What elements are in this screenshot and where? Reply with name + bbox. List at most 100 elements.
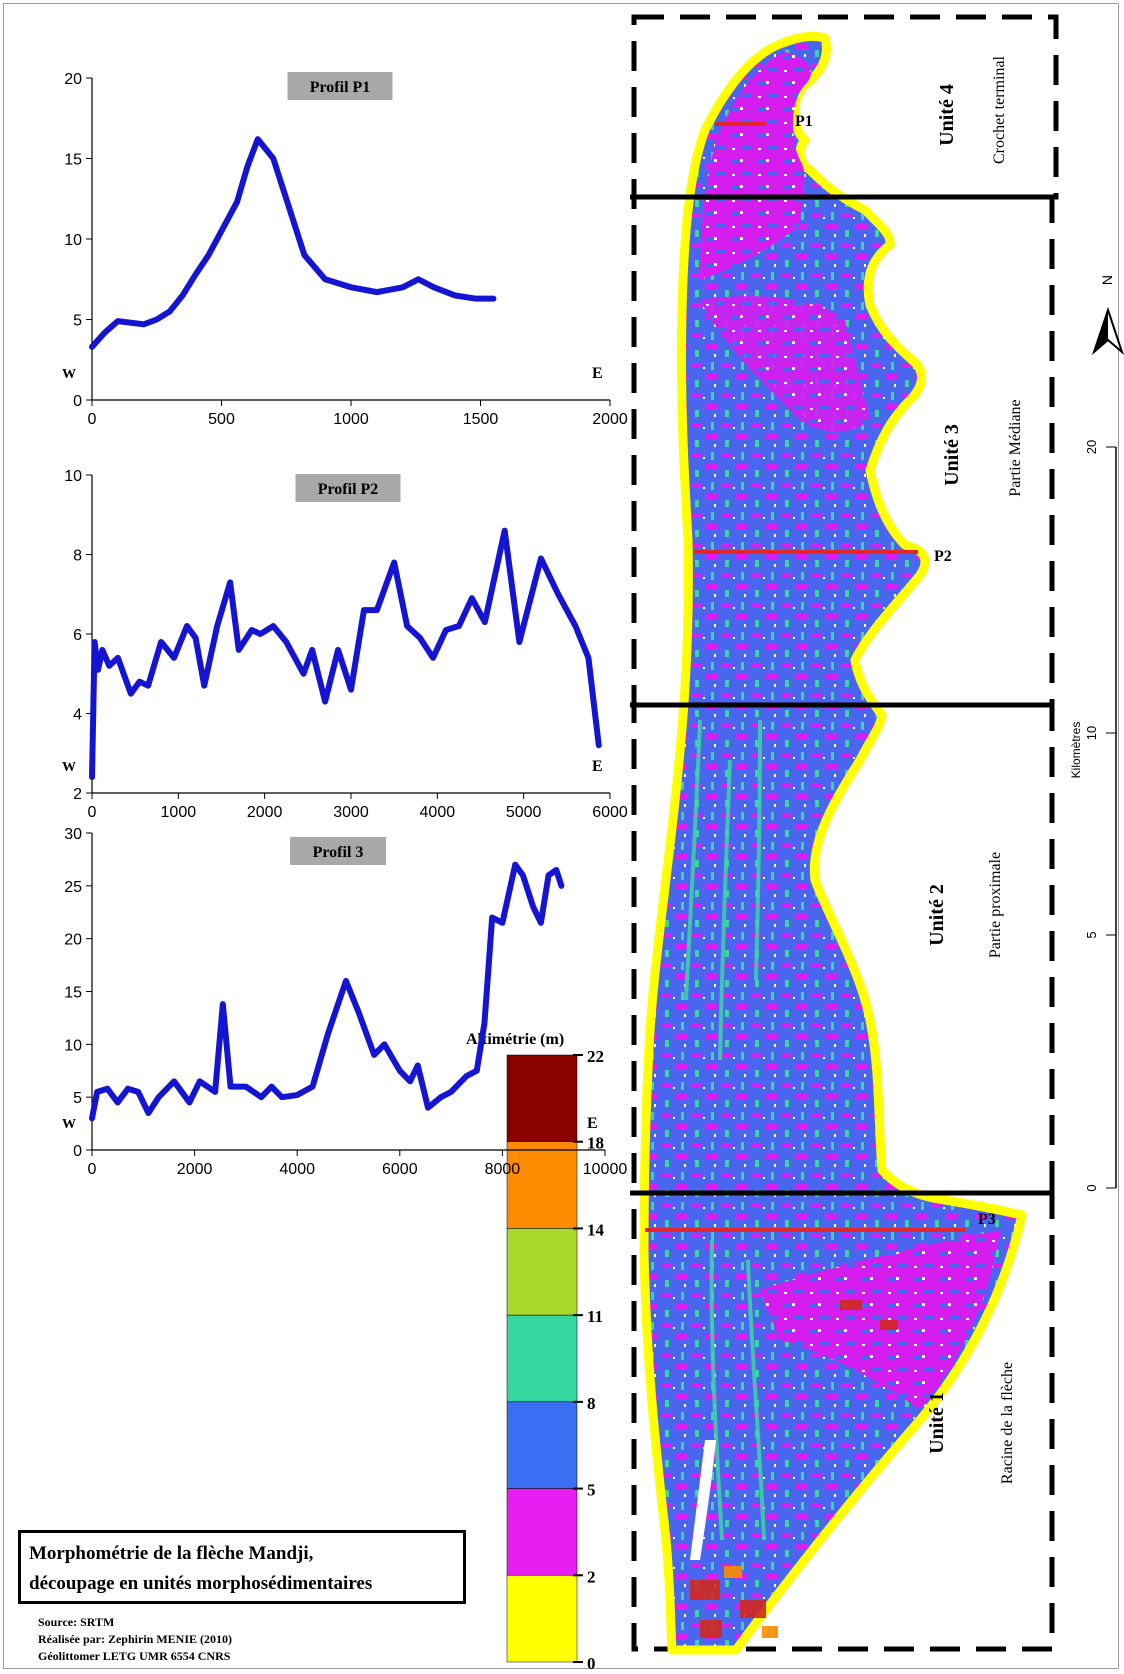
x-tick-label: 0: [88, 804, 97, 821]
unit-1-desc: Racine de la flèche: [999, 1362, 1016, 1484]
x-tick-label: 2000: [592, 411, 628, 428]
x-tick-label: 2000: [247, 804, 283, 821]
scale-tick-10: 10: [1084, 726, 1099, 740]
y-tick-label: 20: [64, 71, 82, 88]
y-tick-label: 10: [64, 1037, 82, 1054]
y-tick-label: 10: [64, 232, 82, 249]
legend-swatch: [506, 1314, 578, 1403]
legend-swatch: [506, 1488, 578, 1576]
unit-3-label: Unité 3: [941, 424, 963, 486]
legend-tick-label: 18: [587, 1134, 604, 1153]
legend-swatch: [506, 1401, 578, 1489]
y-tick-label: 10: [64, 468, 82, 485]
chart-title-box: Profil 3: [290, 837, 386, 865]
chart-title: Profil P2: [318, 481, 379, 498]
unit-4-box: [631, 14, 1059, 200]
unit-1-label: Unité 1: [926, 1392, 948, 1454]
x-tick-label: 5000: [506, 804, 542, 821]
chart-title-bg: [287, 72, 393, 100]
scale-tick-20: 20: [1084, 440, 1099, 454]
chart-title: Profil 3: [313, 844, 364, 861]
east-label: E: [592, 365, 603, 382]
map-title-line2: découpage en unités morphosédimentaires: [29, 1573, 373, 1594]
unit-3-desc: Partie Médiane: [1007, 399, 1024, 496]
y-tick-label: 8: [73, 548, 82, 565]
x-tick-label: 0: [88, 1161, 97, 1178]
east-label: E: [592, 758, 603, 775]
y-tick-label: 15: [64, 152, 82, 169]
profile-chart-p2: 0 1000 2000 3000 4000 5000 6000 2 4 6 8 10 Profil P2…: [62, 468, 628, 821]
scale-tick-5: 5: [1084, 931, 1099, 938]
map-label-p1: P1: [795, 113, 813, 130]
legend-tick-label: 11: [587, 1307, 603, 1326]
legend-tick-label: 2: [587, 1567, 596, 1586]
profile-series-line: [89, 861, 565, 1122]
y-tick-label: 0: [73, 1143, 82, 1160]
x-tick-label: 3000: [333, 804, 369, 821]
credit-lab: Géolittomer LETG UMR 6554 CNRS: [38, 1649, 231, 1663]
y-tick-label: 2: [73, 786, 82, 803]
x-tick-label: 6000: [382, 1161, 418, 1178]
scale-tick-0: 0: [1084, 1184, 1099, 1191]
unit-4-desc: Crochet terminal: [991, 55, 1008, 164]
x-tick-label: 1500: [463, 411, 499, 428]
x-tick-label: 1000: [333, 411, 369, 428]
credit-source: Source: SRTM: [38, 1615, 115, 1629]
east-label: E: [587, 1115, 598, 1132]
y-tick-label: 6: [73, 627, 82, 644]
map-title-line1: Morphométrie de la flèche Mandji,: [29, 1543, 314, 1564]
y-tick-label: 30: [64, 826, 82, 843]
y-tick-label: 5: [73, 313, 82, 330]
legend-tick-label: 22: [587, 1047, 604, 1066]
map-label-p2: P2: [934, 548, 952, 565]
credits: Source: SRTM Réalisée par: Zephirin MENI…: [38, 1614, 232, 1665]
legend-swatch: [506, 1228, 578, 1316]
profile-series-line: [89, 136, 497, 350]
chart-title-bg: [290, 837, 386, 865]
west-label: W: [62, 1117, 76, 1132]
profile-chart-p1: 0 500 1000 1500 2000 0 5 10 15 20 Profil P1 W E: [62, 71, 628, 428]
legend-title: Altimétrie (m): [466, 1031, 564, 1048]
map-title-box: Morphométrie de la flèche Mandji, découp…: [18, 1530, 466, 1604]
chart-title: Profil P1: [310, 79, 371, 96]
legend-swatch: [506, 1575, 578, 1663]
profile-chart-p3: 0 2000 4000 6000 8000 10000 0 5 10 15 20 25 30 Profil…: [62, 826, 627, 1178]
unit-2-label: Unité 2: [926, 884, 948, 946]
unit-2-desc: Partie proximale: [987, 852, 1004, 958]
scale-bar: [1106, 446, 1117, 1189]
y-tick-label: 0: [73, 393, 82, 410]
x-tick-label: 6000: [592, 804, 628, 821]
x-tick-label: 2000: [177, 1161, 213, 1178]
x-tick-label: 10000: [583, 1161, 628, 1178]
chart-title-box: Profil P2: [295, 474, 401, 502]
profile-lines: [645, 122, 965, 1232]
scale-title: Kilomètres: [1069, 722, 1083, 779]
y-tick-label: 4: [73, 707, 82, 724]
x-tick-label: 0: [88, 411, 97, 428]
map-frame: [3, 3, 1119, 1669]
x-tick-label: 4000: [279, 1161, 315, 1178]
unit-separators: [630, 194, 1056, 1196]
y-tick-label: 5: [73, 1090, 82, 1107]
x-tick-label: 500: [208, 411, 235, 428]
credit-author: Réalisée par: Zephirin MENIE (2010): [38, 1632, 232, 1646]
legend-swatch: [506, 1141, 578, 1229]
profile-series-line: [89, 527, 602, 781]
y-tick-label: 25: [64, 879, 82, 896]
north-arrow-icon: [1091, 306, 1124, 356]
west-label: W: [62, 760, 76, 775]
legend-bar: [506, 1054, 578, 1663]
legend-tick-label: 14: [587, 1220, 605, 1239]
unit-4-label: Unité 4: [936, 84, 958, 146]
map-label-p3: P3: [978, 1211, 996, 1228]
legend-swatch: [506, 1054, 578, 1142]
legend-tick-label: 8: [587, 1394, 596, 1413]
x-tick-label: 4000: [420, 804, 456, 821]
x-tick-label: 8000: [485, 1161, 521, 1178]
west-label: W: [62, 367, 76, 382]
legend-ticks: 22 18 14 11 8 5 2 0: [573, 1047, 605, 1673]
y-tick-label: 15: [64, 985, 82, 1002]
north-label: N: [1099, 275, 1115, 285]
chart-title-bg: [295, 474, 401, 502]
